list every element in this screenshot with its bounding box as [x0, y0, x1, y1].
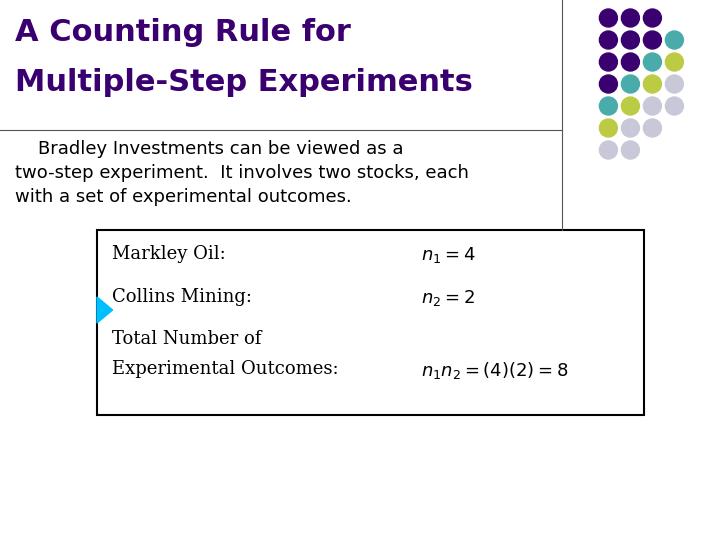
Circle shape [644, 53, 662, 71]
Circle shape [644, 97, 662, 115]
Text: Collins Mining:: Collins Mining: [112, 288, 251, 306]
Text: Bradley Investments can be viewed as a: Bradley Investments can be viewed as a [15, 140, 403, 158]
Circle shape [621, 53, 639, 71]
Circle shape [621, 75, 639, 93]
Circle shape [665, 97, 683, 115]
Text: $n_1 = 4$: $n_1 = 4$ [421, 245, 476, 265]
Circle shape [599, 97, 618, 115]
Circle shape [644, 9, 662, 27]
Text: Total Number of: Total Number of [112, 330, 261, 348]
Circle shape [621, 31, 639, 49]
Circle shape [665, 75, 683, 93]
Text: A Counting Rule for: A Counting Rule for [15, 18, 351, 47]
Text: $n_2 = 2$: $n_2 = 2$ [421, 288, 475, 308]
Circle shape [599, 9, 618, 27]
Circle shape [599, 75, 618, 93]
Circle shape [599, 119, 618, 137]
Circle shape [665, 31, 683, 49]
Circle shape [621, 97, 639, 115]
Circle shape [621, 9, 639, 27]
Text: Markley Oil:: Markley Oil: [112, 245, 225, 263]
Text: $n_1 n_2 = (4)(2) = 8$: $n_1 n_2 = (4)(2) = 8$ [421, 360, 568, 381]
Text: two-step experiment.  It involves two stocks, each: two-step experiment. It involves two sto… [15, 164, 469, 182]
Circle shape [599, 31, 618, 49]
Text: Multiple-Step Experiments: Multiple-Step Experiments [15, 68, 473, 97]
Circle shape [621, 141, 639, 159]
Polygon shape [97, 297, 112, 323]
Circle shape [621, 119, 639, 137]
Circle shape [644, 119, 662, 137]
Circle shape [599, 141, 618, 159]
Text: with a set of experimental outcomes.: with a set of experimental outcomes. [15, 188, 352, 206]
Circle shape [644, 75, 662, 93]
Text: Experimental Outcomes:: Experimental Outcomes: [112, 360, 338, 378]
Circle shape [599, 53, 618, 71]
Bar [97, 230, 644, 415]
Circle shape [644, 31, 662, 49]
Circle shape [665, 53, 683, 71]
